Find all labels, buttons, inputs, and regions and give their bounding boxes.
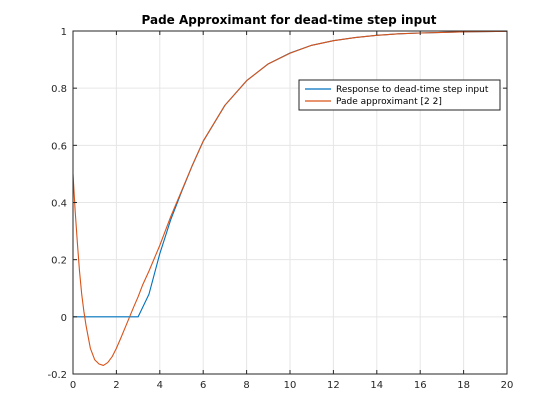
x-tick-label: 4 [157, 380, 163, 391]
x-tick-label: 12 [327, 380, 340, 391]
y-tick-label: 0.2 [51, 256, 67, 267]
x-tick-label: 2 [113, 380, 119, 391]
x-tick-label: 14 [370, 380, 383, 391]
legend-box [298, 79, 501, 111]
y-tick-label: -0.2 [47, 370, 67, 381]
y-tick-label: 1 [61, 27, 67, 38]
legend-label-0: Response to dead-time step input [336, 85, 489, 95]
chart-title: Pade Approximant for dead-time step inpu… [142, 13, 437, 27]
series-line-1 [72, 30, 508, 366]
x-tick-label: 20 [501, 380, 514, 391]
y-tick-label: 0.4 [51, 199, 67, 210]
x-tick-label: 18 [457, 380, 470, 391]
y-tick-label: 0.8 [51, 84, 67, 95]
legend-label-1: Pade approximant [2 2] [336, 97, 442, 107]
x-tick-label: 10 [284, 380, 297, 391]
axes: 0 2 4 6 8 10 12 14 16 18 20-0.200.20.40.60.81 [47, 27, 513, 391]
x-tick-label: 8 [243, 380, 249, 391]
axes-box [72, 30, 508, 375]
y-tick-label: 0.6 [51, 141, 67, 152]
x-tick-label: 16 [414, 380, 427, 391]
x-tick-label: 0 [70, 380, 76, 391]
x-tick-label: 6 [200, 380, 206, 391]
legend: Response to dead-time step input Pade app… [298, 79, 501, 111]
plot-area [72, 30, 508, 366]
y-tick-label: 0 [61, 313, 67, 324]
